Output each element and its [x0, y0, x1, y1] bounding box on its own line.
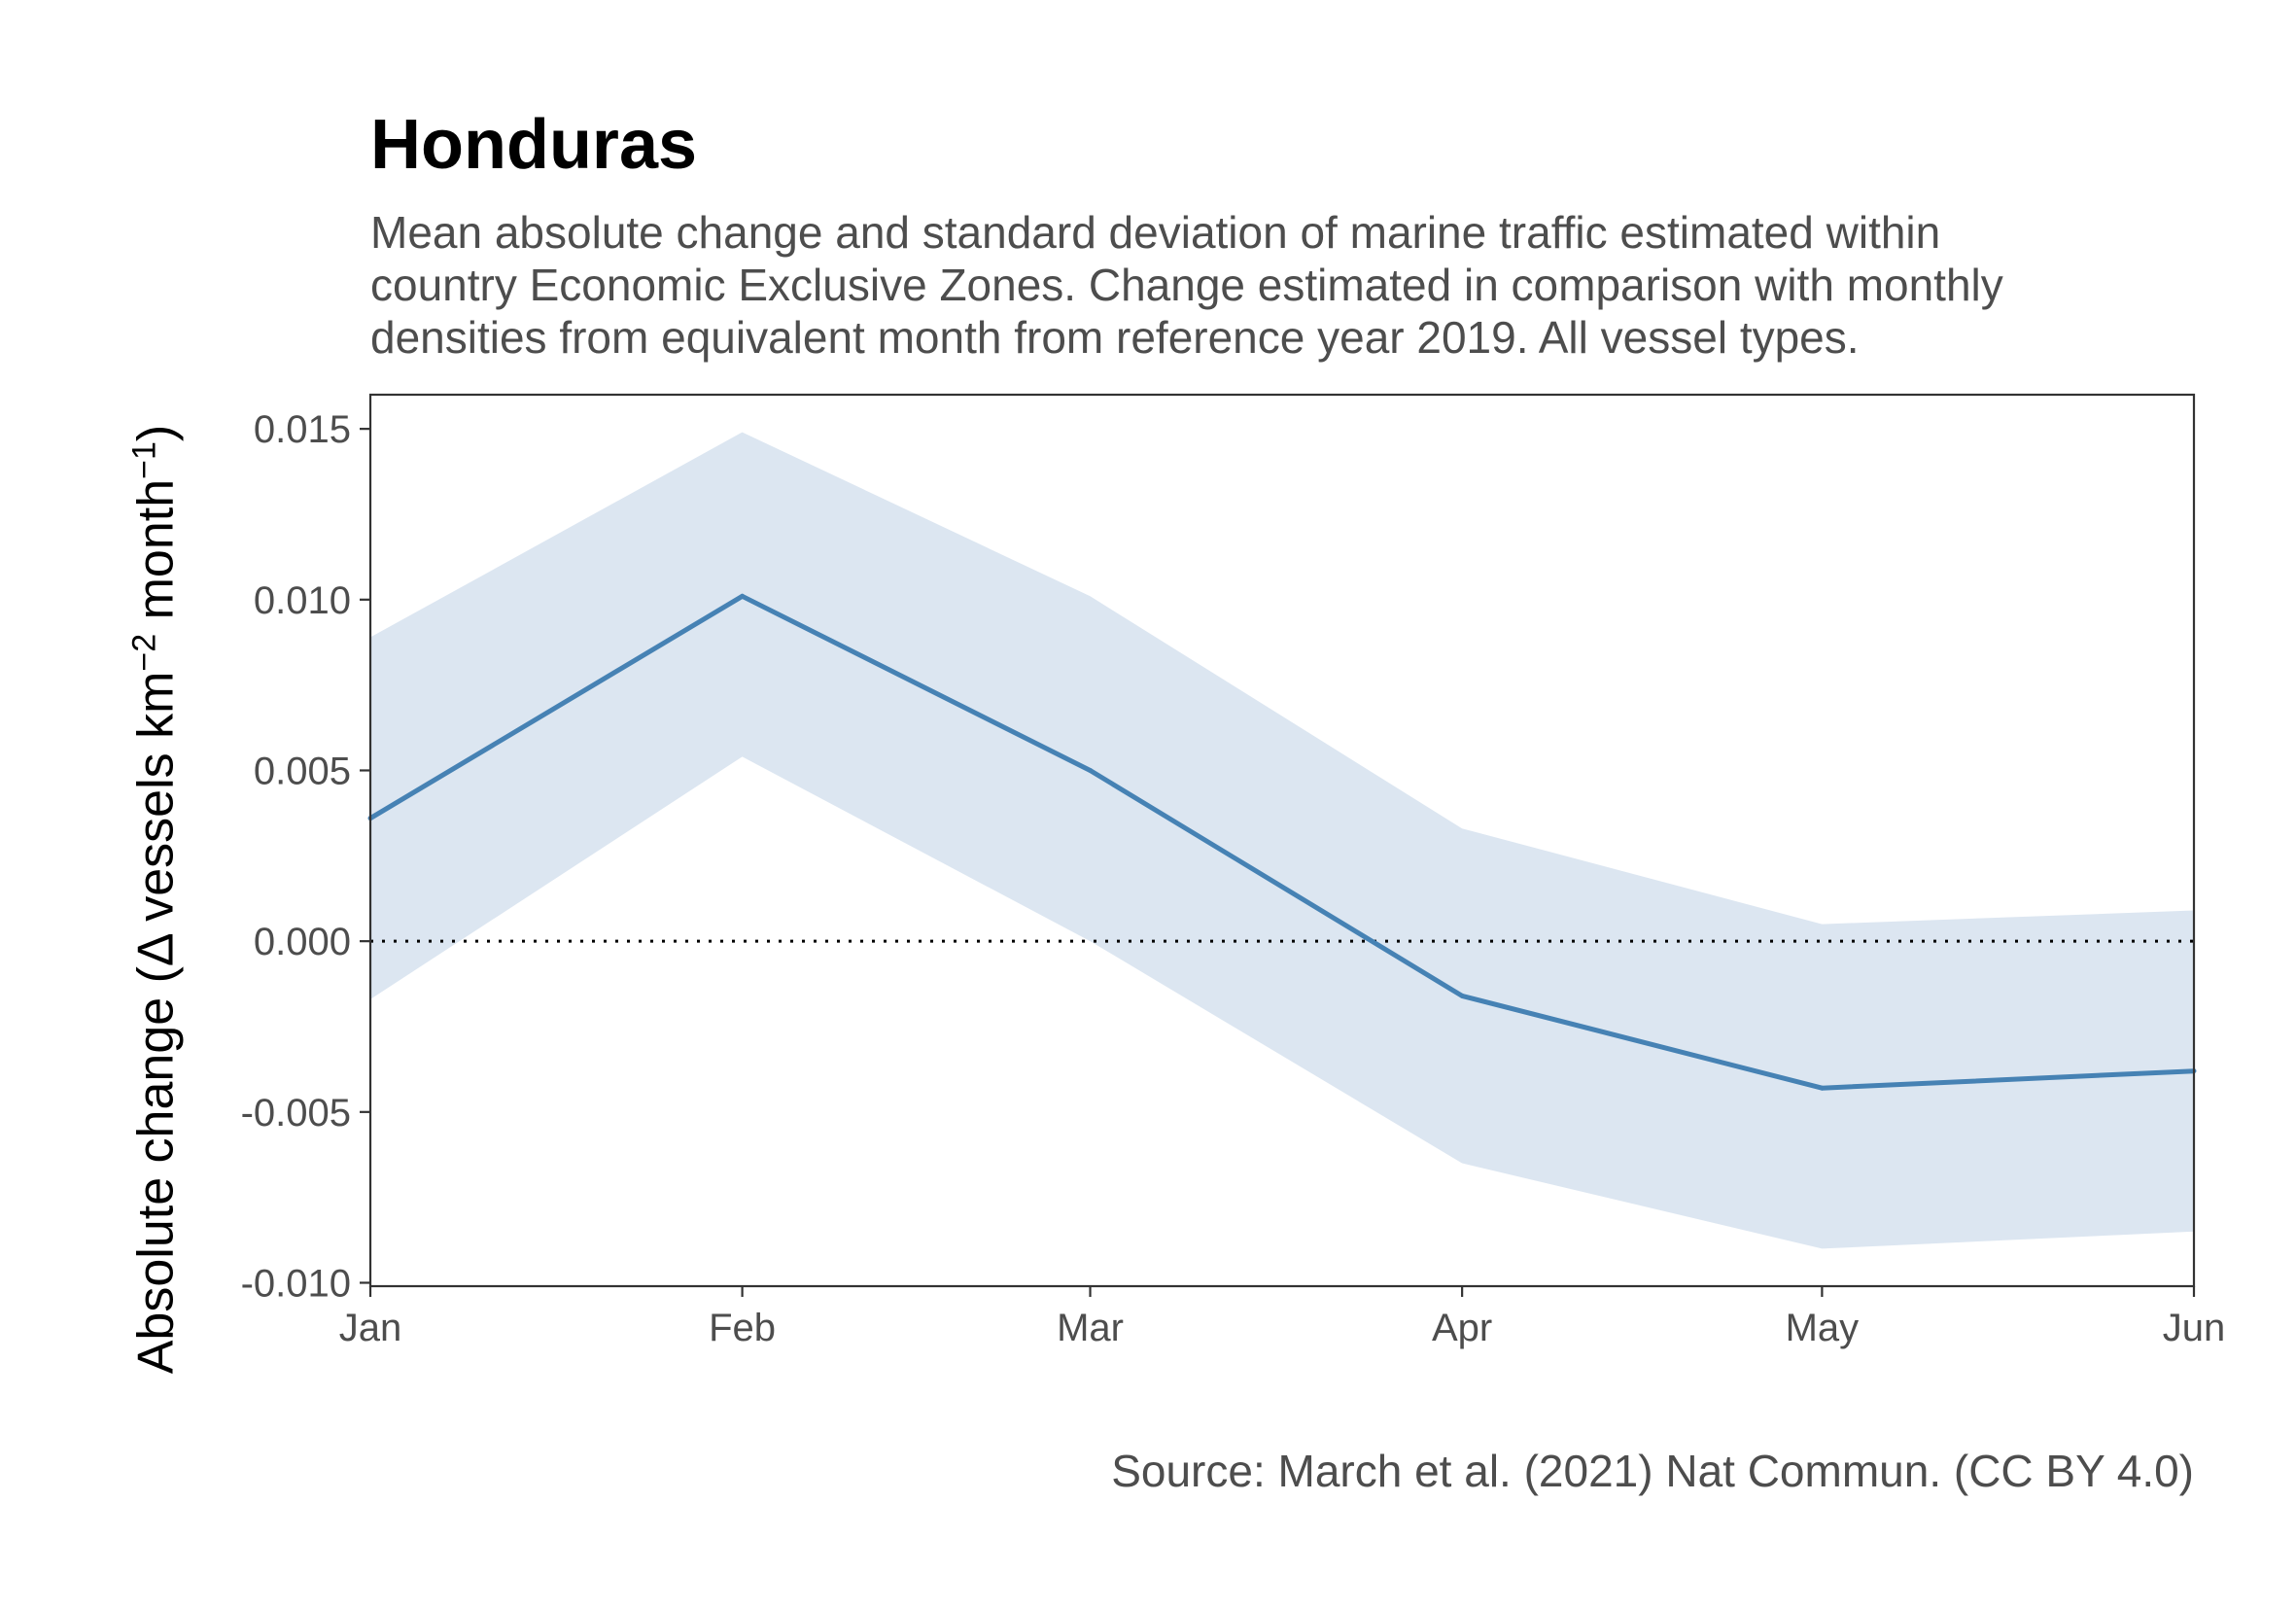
x-tick-label: Apr — [1432, 1307, 1492, 1349]
x-tick-label: May — [1786, 1307, 1860, 1349]
sd-ribbon — [370, 432, 2194, 1249]
mean-point-may — [1819, 1085, 1825, 1091]
x-tick-label: Jan — [339, 1307, 402, 1349]
y-tick-label: 0.000 — [254, 921, 351, 963]
mean-point-apr — [1459, 993, 1465, 998]
panel-border — [368, 393, 2196, 1288]
x-tick-label: Jun — [2163, 1307, 2226, 1349]
mean-point-feb — [740, 593, 746, 599]
mean-point-mar — [1088, 767, 1094, 773]
mean-line-series — [368, 593, 2195, 1091]
y-tick-label: 0.015 — [254, 408, 351, 451]
chart-caption: Source: March et al. (2021) Nat Commun. … — [1111, 1446, 2194, 1496]
x-tick-label: Feb — [709, 1307, 776, 1349]
y-tick-label: 0.010 — [254, 579, 351, 622]
chart-subtitle: Mean absolute change and standard deviat… — [370, 207, 2003, 363]
x-tick-label: Mar — [1057, 1307, 1124, 1349]
chart-title: Honduras — [370, 106, 698, 184]
y-tick-label: -0.005 — [241, 1092, 351, 1135]
y-tick-label: 0.005 — [254, 750, 351, 792]
y-tick-label: -0.010 — [241, 1262, 351, 1305]
